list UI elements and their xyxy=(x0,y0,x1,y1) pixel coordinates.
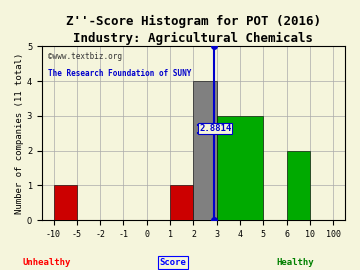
Text: The Research Foundation of SUNY: The Research Foundation of SUNY xyxy=(48,69,191,78)
Text: Score: Score xyxy=(159,258,186,267)
Bar xyxy=(54,185,77,220)
Bar xyxy=(170,185,193,220)
Text: Unhealthy: Unhealthy xyxy=(23,258,71,267)
Title: Z''-Score Histogram for POT (2016)
Industry: Agricultural Chemicals: Z''-Score Histogram for POT (2016) Indus… xyxy=(66,15,321,45)
Text: 2.8814: 2.8814 xyxy=(199,124,231,133)
Y-axis label: Number of companies (11 total): Number of companies (11 total) xyxy=(15,53,24,214)
Text: Healthy: Healthy xyxy=(276,258,314,267)
Bar xyxy=(217,116,264,220)
Text: ©www.textbiz.org: ©www.textbiz.org xyxy=(48,52,122,60)
Bar xyxy=(287,151,310,220)
Bar xyxy=(193,81,217,220)
